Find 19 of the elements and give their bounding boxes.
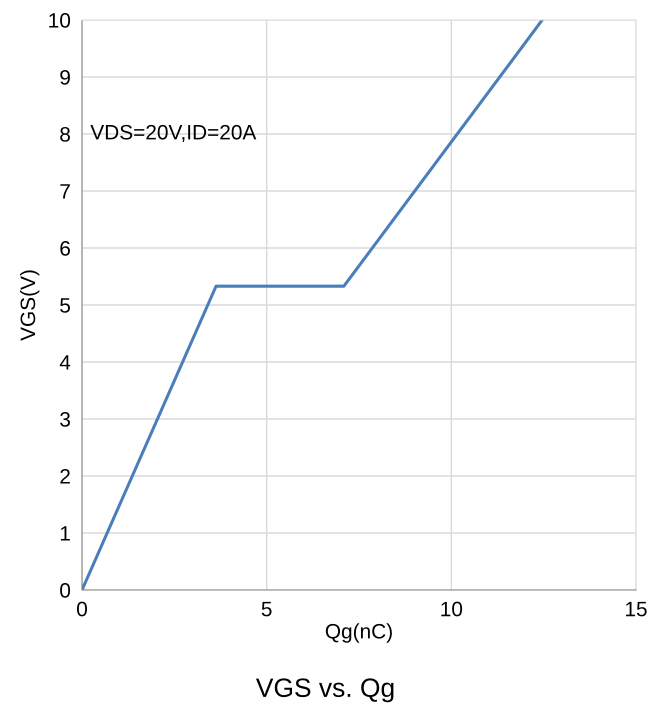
annotation: VDS=20V,ID=20A (90, 124, 256, 142)
y-tick-label: 10 (49, 13, 70, 28)
x-tick-label: 5 (262, 602, 272, 616)
x-tick-label: 10 (441, 602, 462, 616)
y-tick-label: 9 (60, 70, 70, 85)
y-tick-label: 8 (60, 127, 70, 142)
y-tick-label: 6 (60, 241, 70, 256)
y-tick-label: 0 (60, 583, 70, 598)
x-axis-title: Qg(nC) (326, 623, 392, 643)
y-tick-label: 2 (60, 469, 70, 484)
y-tick-label: 7 (60, 184, 70, 199)
text: VGS vs. Qg (256, 678, 394, 702)
y-tick-label: 3 (60, 412, 70, 427)
y-tick-label: 1 (60, 526, 70, 541)
x-tick-label: 15 (626, 602, 647, 616)
y-tick-label: 4 (60, 355, 70, 370)
x-tick-label: 0 (77, 602, 87, 616)
y-tick-label: 5 (60, 298, 70, 313)
y-axis-title: VGS(V) (20, 270, 40, 341)
